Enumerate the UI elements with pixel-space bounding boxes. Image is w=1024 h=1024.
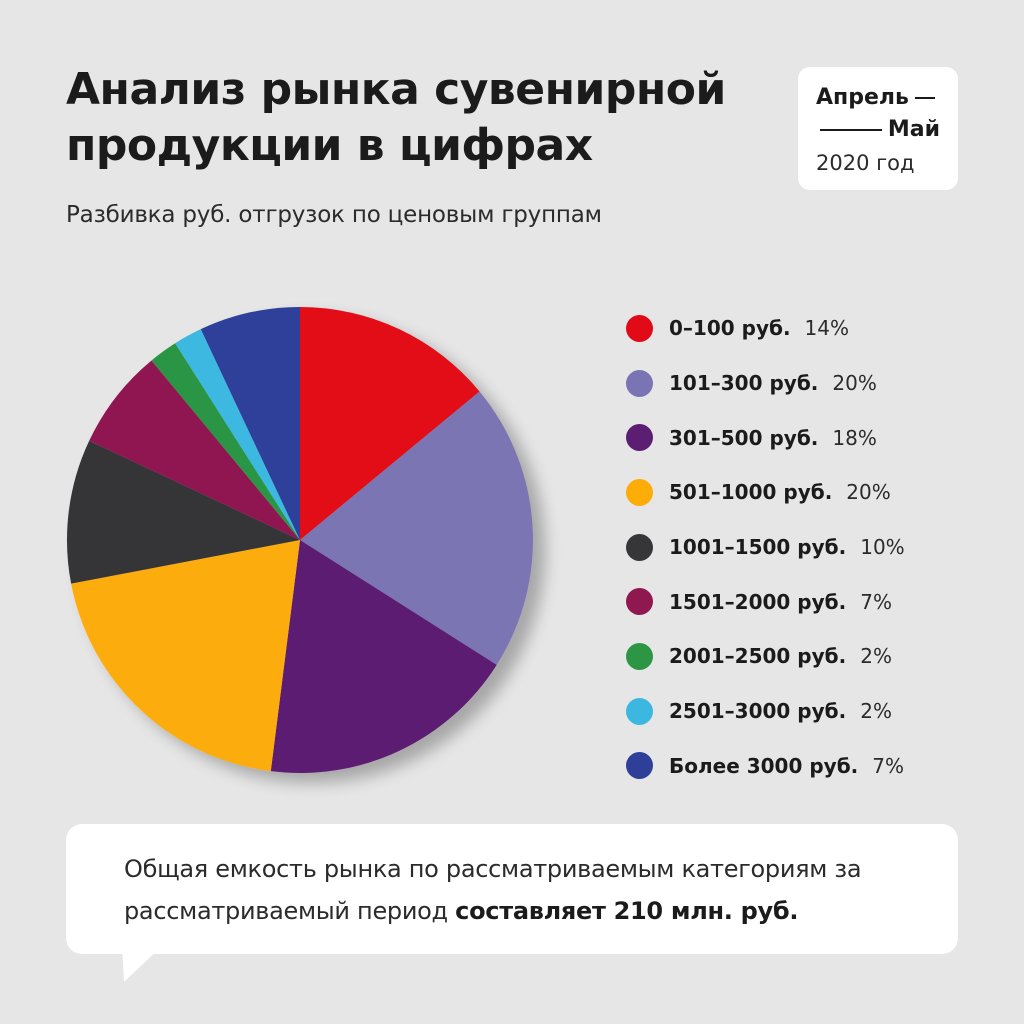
legend-swatch: [626, 314, 653, 342]
legend-value: 2%: [860, 644, 892, 669]
date-end: Май: [819, 117, 940, 142]
legend-label: 0–100 руб.: [669, 316, 791, 341]
legend-value: 7%: [860, 589, 892, 614]
note-tail: [122, 944, 164, 982]
legend-item-1: 0–100 руб. 14%: [626, 301, 986, 356]
legend-label: 501–1000 руб.: [669, 480, 833, 505]
legend-swatch: [626, 752, 653, 780]
legend-label: 301–500 руб.: [669, 425, 819, 450]
chart-legend: 0–100 руб. 14% 101–300 руб. 20% 301–500 руб.…: [626, 301, 986, 793]
summary-text-bold: составляет 210 млн. руб.: [455, 897, 799, 925]
legend-item-9: Более 3000 руб. 7%: [626, 739, 986, 794]
pie-slice-6: [89, 360, 301, 540]
pie-slice-8: [175, 329, 300, 540]
legend-swatch: [626, 642, 653, 670]
legend-value: 18%: [832, 425, 877, 450]
date-dash-end: [819, 128, 882, 131]
pie-slice-2: [300, 391, 534, 665]
pie-slice-7: [151, 343, 300, 540]
date-card: Апрель Май 2020 год: [798, 67, 958, 190]
pie-slices: [67, 307, 534, 773]
pie-slice-1: [300, 307, 480, 540]
legend-label: Более 3000 руб.: [669, 753, 859, 778]
date-start-label: Апрель: [816, 85, 909, 110]
legend-value: 10%: [860, 535, 905, 560]
legend-value: 2%: [860, 699, 892, 724]
pie-slice-9: [200, 307, 300, 540]
pie-slice-4: [71, 540, 300, 772]
legend-label: 1501–2000 руб.: [669, 589, 847, 614]
date-end-label: Май: [887, 117, 940, 142]
summary-text: Общая емкость рынка по рассматриваемым к…: [124, 848, 944, 932]
legend-item-5: 1001–1500 руб. 10%: [626, 520, 986, 575]
legend-item-2: 101–300 руб. 20%: [626, 356, 986, 411]
legend-swatch: [626, 478, 653, 506]
legend-swatch: [626, 697, 653, 725]
date-year: 2020 год: [816, 151, 915, 175]
legend-item-3: 301–500 руб. 18%: [626, 410, 986, 465]
legend-item-8: 2501–3000 руб. 2%: [626, 684, 986, 739]
page-subtitle: Разбивка руб. отгрузок по ценовым группа…: [66, 202, 602, 228]
date-start: Апрель: [816, 85, 935, 110]
page-title: Анализ рынка сувенирной продукции в цифр…: [66, 64, 726, 171]
legend-label: 2501–3000 руб.: [669, 699, 847, 724]
legend-swatch: [626, 588, 653, 616]
legend-value: 14%: [804, 316, 849, 341]
legend-value: 7%: [872, 753, 905, 778]
date-dash-start: [914, 96, 935, 99]
legend-swatch: [626, 533, 653, 561]
legend-value: 20%: [832, 371, 877, 396]
legend-swatch: [626, 424, 653, 452]
legend-value: 20%: [846, 480, 891, 505]
legend-label: 2001–2500 руб.: [669, 644, 847, 669]
pie-slice-5: [67, 440, 301, 584]
pie-chart: [67, 307, 534, 773]
summary-text-regular: Общая емкость рынка по рассматриваемым к…: [124, 855, 862, 925]
legend-label: 1001–1500 руб.: [669, 535, 847, 560]
legend-item-6: 1501–2000 руб. 7%: [626, 574, 986, 629]
legend-item-7: 2001–2500 руб. 2%: [626, 629, 986, 684]
legend-swatch: [626, 369, 653, 397]
summary-note: Общая емкость рынка по рассматриваемым к…: [66, 824, 958, 954]
legend-label: 101–300 руб.: [669, 371, 819, 396]
pie-slice-3: [270, 540, 497, 773]
legend-item-4: 501–1000 руб. 20%: [626, 465, 986, 520]
